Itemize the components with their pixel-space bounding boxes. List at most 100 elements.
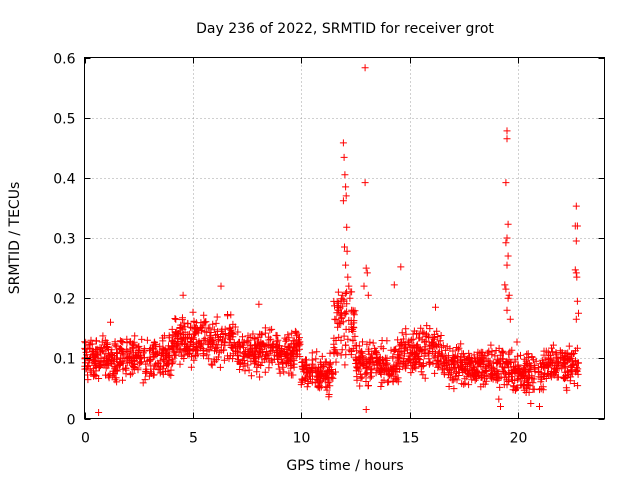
data-point [220, 339, 228, 347]
data-point [433, 342, 441, 350]
data-point [172, 315, 180, 323]
data-point [540, 347, 548, 355]
data-point [383, 337, 391, 345]
data-point [309, 360, 317, 368]
data-point [283, 350, 290, 358]
data-point [341, 243, 348, 251]
data-point [513, 338, 521, 346]
data-point [439, 342, 447, 350]
data-point [150, 339, 158, 347]
data-point [138, 335, 146, 343]
data-point [398, 329, 406, 337]
data-point [524, 381, 532, 389]
data-point [86, 366, 94, 374]
data-point [455, 372, 463, 379]
data-point [364, 291, 372, 299]
data-point [312, 355, 320, 363]
data-point [499, 355, 507, 363]
data-point [456, 356, 464, 364]
data-point [139, 379, 147, 387]
data-point [476, 356, 484, 364]
data-point [362, 370, 370, 378]
data-point [362, 264, 370, 272]
data-point [464, 370, 472, 378]
data-point [163, 354, 171, 362]
data-point [261, 368, 269, 376]
data-point [97, 344, 105, 352]
data-point [123, 335, 131, 343]
data-point [400, 335, 408, 343]
data-point [554, 358, 562, 366]
data-point [238, 339, 246, 347]
data-point [340, 332, 348, 340]
data-point [262, 355, 270, 362]
data-point [146, 356, 154, 363]
data-point [289, 337, 297, 345]
data-point [502, 239, 510, 247]
data-point [353, 364, 361, 372]
data-point [450, 385, 458, 393]
data-point [296, 353, 304, 360]
data-point [503, 234, 511, 242]
data-point [425, 355, 433, 363]
data-point [499, 347, 507, 355]
data-point [82, 365, 90, 373]
data-point [503, 261, 511, 269]
data-point [542, 356, 550, 364]
data-point [552, 349, 560, 357]
data-point [332, 358, 340, 366]
data-point [362, 363, 370, 371]
data-point [228, 329, 235, 337]
data-point [262, 351, 269, 359]
data-point [361, 64, 369, 72]
data-point [559, 362, 567, 370]
data-point [130, 365, 138, 373]
data-point [368, 372, 375, 380]
data-point [517, 351, 524, 359]
data-point [518, 381, 526, 389]
data-point [112, 355, 120, 363]
data-point [544, 363, 552, 371]
data-point [458, 359, 466, 367]
data-point [167, 371, 175, 379]
data-point [200, 347, 208, 354]
data-point [339, 318, 347, 326]
data-point [105, 352, 113, 360]
data-point [445, 371, 452, 379]
data-point [390, 367, 398, 375]
data-point [384, 378, 392, 386]
data-point [471, 357, 479, 365]
data-point [282, 337, 290, 345]
data-point [293, 347, 301, 355]
data-point [562, 372, 570, 380]
x-axis-label: GPS time / hours [286, 458, 403, 474]
data-point [170, 349, 178, 357]
data-point [205, 346, 213, 354]
data-point [193, 326, 201, 334]
data-point [276, 369, 284, 377]
data-point [153, 348, 161, 356]
data-point [343, 247, 351, 255]
data-point [499, 349, 507, 357]
data-point [496, 383, 504, 391]
data-point [123, 348, 131, 355]
data-point [370, 360, 378, 368]
data-point [213, 313, 221, 321]
data-point [412, 359, 420, 367]
data-point [202, 318, 210, 326]
data-point [438, 350, 445, 358]
data-point [362, 406, 370, 413]
data-point [279, 359, 287, 367]
data-point [254, 353, 262, 361]
data-point [415, 330, 423, 338]
data-point [322, 369, 330, 377]
data-point [192, 351, 200, 359]
data-point [453, 344, 460, 351]
data-point [122, 364, 130, 372]
data-point [355, 365, 363, 373]
data-point [287, 352, 295, 360]
data-point [522, 389, 530, 396]
data-point [345, 326, 353, 333]
data-point [411, 354, 419, 362]
data-point [272, 331, 280, 339]
